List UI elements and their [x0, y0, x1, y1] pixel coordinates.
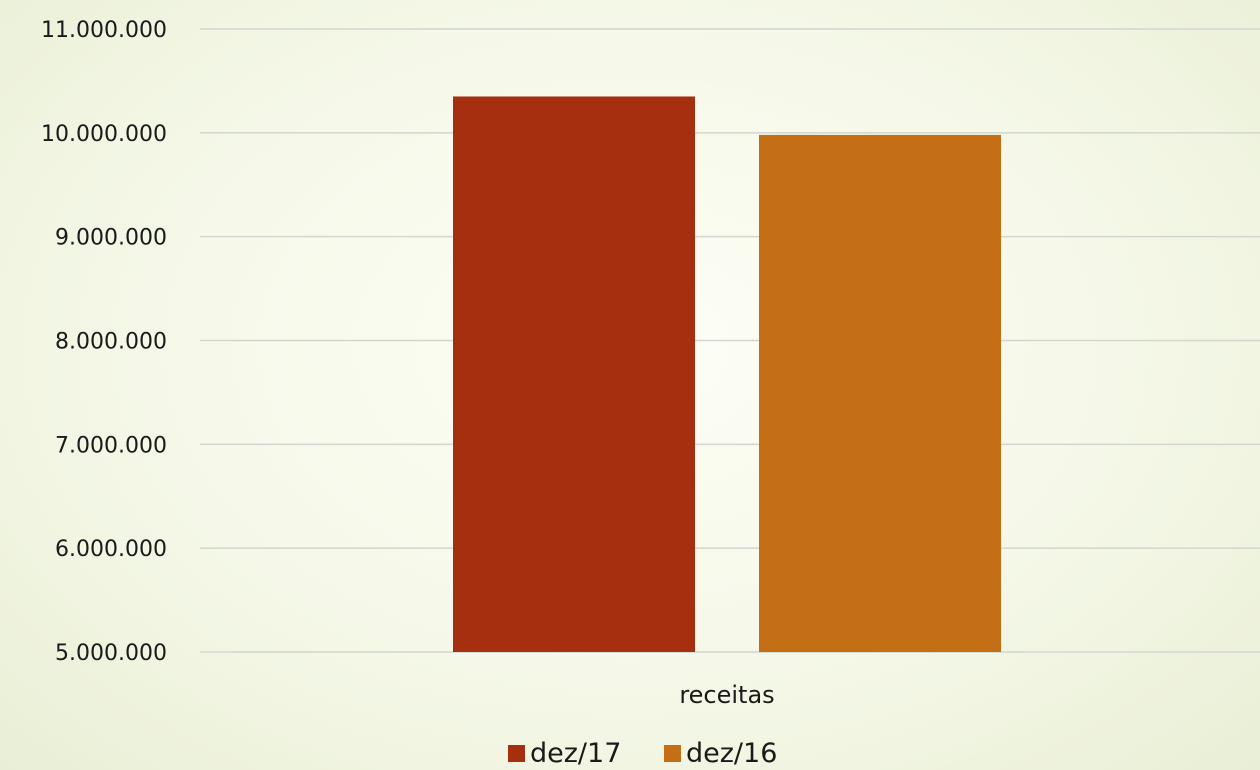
bar-dez-16[interactable] [759, 134, 1001, 652]
y-axis-tick-labels: 5.000.000 6.000.000 7.000.000 8.000.000 9.00… [41, 18, 167, 666]
x-axis-category-labels: receitas [679, 681, 774, 709]
legend-label: dez/17 [530, 738, 621, 769]
legend-swatch [664, 745, 681, 762]
bars [453, 96, 1001, 652]
bar-dez-17[interactable] [453, 96, 695, 652]
y-tick-label: 8.000.000 [55, 330, 167, 355]
y-tick-label: 10.000.000 [41, 122, 167, 147]
y-tick-label: 7.000.000 [55, 433, 167, 458]
y-tick-label: 11.000.000 [41, 18, 167, 43]
gridlines [200, 28, 1260, 653]
legend-label: dez/16 [686, 738, 777, 769]
y-tick-label: 9.000.000 [55, 226, 167, 251]
y-tick-label: 5.000.000 [55, 641, 167, 666]
legend: dez/17 dez/16 [508, 738, 777, 769]
legend-swatch [508, 745, 525, 762]
x-category-label: receitas [679, 681, 774, 709]
y-tick-label: 6.000.000 [55, 537, 167, 562]
